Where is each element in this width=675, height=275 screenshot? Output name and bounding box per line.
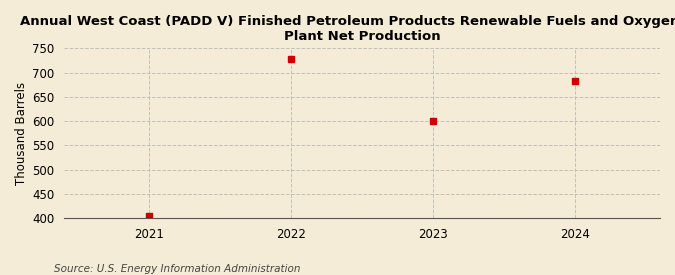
Text: Source: U.S. Energy Information Administration: Source: U.S. Energy Information Administ… bbox=[54, 264, 300, 274]
Y-axis label: Thousand Barrels: Thousand Barrels bbox=[15, 82, 28, 185]
Title: Annual West Coast (PADD V) Finished Petroleum Products Renewable Fuels and Oxyge: Annual West Coast (PADD V) Finished Petr… bbox=[20, 15, 675, 43]
